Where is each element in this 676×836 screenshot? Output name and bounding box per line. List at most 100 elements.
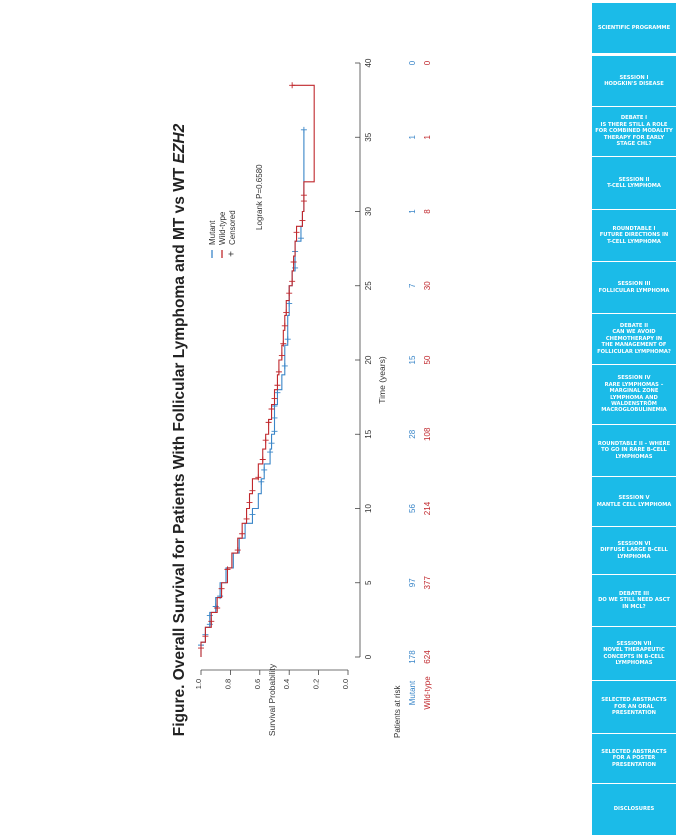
y-tick-label: 1.0 — [194, 679, 203, 689]
y-tick-label: 0.4 — [282, 679, 291, 689]
censor-mark — [280, 340, 287, 347]
sidebar-item[interactable]: SESSION IV RARE LYMPHOMAS – MARGINAL ZON… — [592, 365, 676, 424]
censor-mark — [297, 235, 304, 242]
censor-mark — [289, 278, 296, 285]
censor-mark — [300, 192, 307, 199]
censor-mark — [234, 547, 241, 554]
sidebar-item[interactable]: SESSION VII NOVEL THERAPEUTIC CONCEPTS I… — [592, 627, 676, 680]
censor-mark — [268, 440, 275, 447]
sidebar-item[interactable]: ROUNDTABLE I FUTURE DIRECTIONS IN T-CELL… — [592, 210, 676, 261]
chart-title-text: Figure. Overall Survival for Patients Wi… — [171, 163, 188, 736]
censor-mark — [224, 566, 231, 573]
risk-value: 0 — [408, 60, 417, 65]
sidebar-item[interactable]: SESSION II T-CELL LYMPHOMA — [592, 157, 676, 209]
sidebar-item[interactable]: SCIENTIFIC PROGRAMME — [592, 3, 676, 53]
risk-value: 0 — [423, 60, 432, 65]
y-tick-label: 0.8 — [223, 679, 232, 689]
censor-mark — [212, 603, 219, 610]
censor-mark — [290, 258, 297, 265]
censor-mark — [206, 621, 213, 628]
censor-mark — [259, 456, 266, 463]
sidebar-item[interactable]: DEBATE II CAN WE AVOID CHEMOTHERAPY IN T… — [592, 314, 676, 364]
sidebar-item[interactable]: SESSION I HODGKIN'S DISEASE — [592, 56, 676, 106]
y-axis-label: Survival Probability — [267, 663, 277, 736]
censor-mark — [283, 309, 290, 316]
risk-value: 50 — [423, 355, 432, 364]
censor-mark — [300, 126, 307, 133]
risk-value: 7 — [408, 283, 417, 288]
censor-mark — [271, 395, 278, 402]
censor-mark — [299, 217, 306, 224]
risk-value: 214 — [423, 501, 432, 515]
risk-value: 1 — [423, 134, 432, 139]
censor-mark — [214, 604, 221, 611]
censor-mark — [206, 612, 213, 619]
sidebar-nav: SCIENTIFIC PROGRAMME SESSION I HODGKIN'S … — [592, 0, 676, 836]
censor-mark — [267, 449, 274, 456]
y-tick-label: 0.6 — [253, 679, 262, 689]
censor-mark — [262, 437, 269, 444]
x-tick-label: 40 — [364, 58, 373, 67]
censor-mark — [268, 406, 275, 413]
legend-label: Mutant — [208, 220, 217, 245]
risk-row-label: Mutant — [408, 680, 417, 705]
censor-mark — [246, 499, 253, 506]
sidebar-item[interactable]: SESSION III FOLLICULAR LYMPHOMA — [592, 262, 676, 313]
censor-mark — [286, 300, 293, 307]
sidebar-item[interactable]: SELECTED ABSTRACTS FOR AN ORAL PRESENTAT… — [592, 681, 676, 733]
series-line-mutant — [200, 129, 305, 657]
censor-mark — [249, 511, 256, 518]
risk-value: 8 — [423, 209, 432, 214]
censor-mark — [274, 382, 281, 389]
x-tick-label: 35 — [364, 132, 373, 141]
censor-mark — [218, 585, 225, 592]
sidebar-item[interactable]: SESSION VI DIFFUSE LARGE B-CELL LYMPHOMA — [592, 527, 676, 574]
x-tick-label: 15 — [364, 429, 373, 438]
censor-mark — [239, 530, 246, 537]
censor-mark — [286, 290, 293, 297]
censor-mark — [281, 362, 288, 369]
x-tick-label: 20 — [364, 355, 373, 364]
legend-label: Censored — [228, 210, 237, 245]
censor-mark — [217, 593, 224, 600]
sidebar-item[interactable]: DISCLOSURES — [592, 784, 676, 835]
risk-value: 30 — [423, 281, 432, 290]
chart-title-gene: EZH2 — [171, 123, 188, 163]
y-tick-label: 0.0 — [341, 679, 350, 689]
sidebar-item[interactable]: ROUNDTABLE II – WHERE TO GO IN RARE B-CE… — [592, 425, 676, 476]
censor-mark — [284, 336, 291, 343]
censor-mark — [281, 322, 288, 329]
censor-mark — [271, 428, 278, 435]
x-tick-label: 0 — [364, 654, 373, 659]
legend-censored-symbol: + — [227, 251, 238, 257]
risk-value: 1 — [408, 209, 417, 214]
risk-row-label: Wild-type — [423, 676, 432, 710]
sidebar-item[interactable]: DEBATE I IS THERE STILL A ROLE FOR COMBI… — [592, 107, 676, 156]
x-tick-label: 5 — [364, 580, 373, 585]
risk-value: 1 — [408, 134, 417, 139]
censor-mark — [271, 414, 278, 421]
km-survival-chart: Figure. Overall Survival for Patients Wi… — [171, 58, 432, 738]
risk-value: 15 — [408, 355, 417, 364]
risk-value: 624 — [423, 650, 432, 664]
censor-mark — [292, 264, 299, 271]
censor-mark — [198, 645, 204, 652]
sidebar-item[interactable]: SESSION V MANTLE CELL LYMPHOMA — [592, 477, 676, 526]
censor-mark — [255, 474, 262, 481]
legend-label: Wild-type — [218, 211, 227, 245]
censor-mark — [202, 633, 209, 640]
censor-mark — [274, 389, 281, 396]
x-tick-label: 30 — [364, 207, 373, 216]
sidebar-item[interactable]: SELECTED ABSTRACTS FOR A POSTER PRESENTA… — [592, 734, 676, 783]
y-tick-label: 0.2 — [312, 679, 321, 689]
sidebar-item[interactable]: DEBATE III DO WE STILL NEED ASCT IN MCL? — [592, 575, 676, 626]
censor-mark — [249, 487, 256, 494]
censor-mark — [265, 419, 272, 426]
risk-table-header: Patients at risk — [393, 685, 402, 738]
censor-mark — [300, 198, 307, 205]
censor-mark — [208, 618, 215, 625]
risk-value: 97 — [408, 578, 417, 587]
x-axis-label: Time (years) — [377, 356, 387, 404]
x-tick-label: 10 — [364, 504, 373, 513]
risk-value: 178 — [408, 650, 417, 664]
